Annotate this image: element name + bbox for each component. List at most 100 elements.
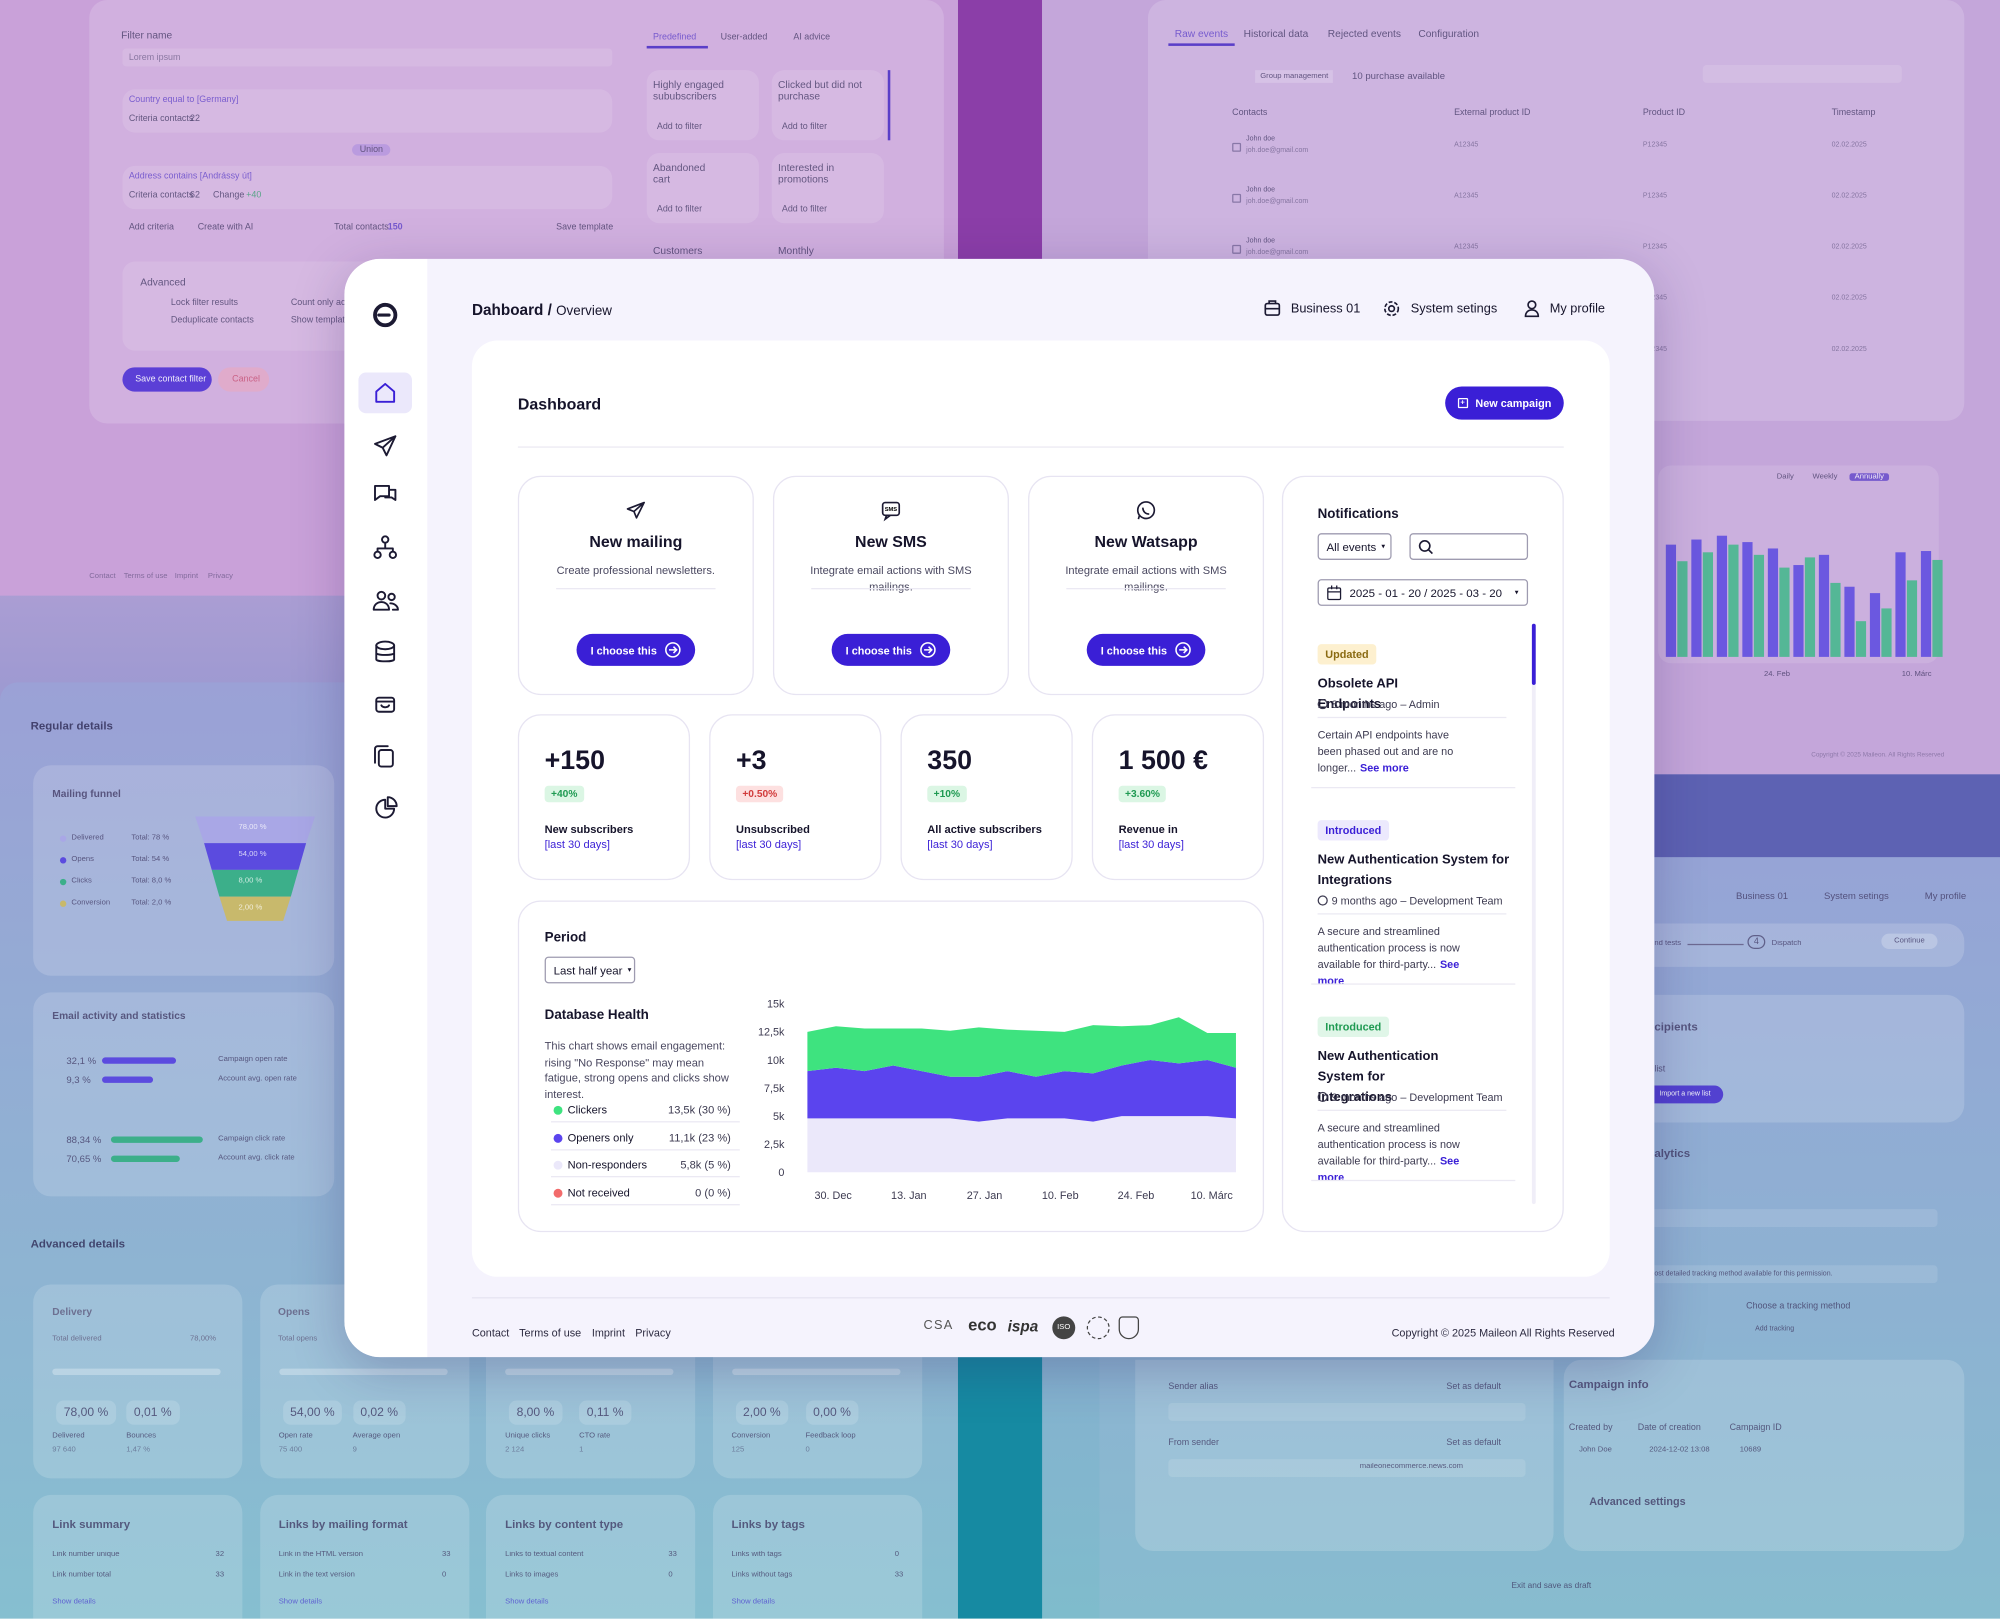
notification-text: Certain API endpoints have been phased o…: [1317, 728, 1454, 775]
bg-text: Rejected events: [1327, 28, 1401, 40]
search-input[interactable]: [1409, 533, 1529, 560]
notification-body: A secure and streamlined authentication …: [1318, 1120, 1481, 1186]
bg-text: 02.02.2025: [1831, 345, 1867, 354]
bg-text: Group management: [1255, 70, 1334, 83]
footer-link[interactable]: Terms of use: [519, 1326, 582, 1340]
bg-text: P12345: [1642, 141, 1668, 150]
bg-text: 62: [190, 191, 200, 201]
bg-text: list: [1654, 1065, 1666, 1074]
legend-name: Non-responders: [567, 1158, 648, 1171]
bg-text: 54,00 %: [238, 850, 267, 859]
new-campaign-button[interactable]: + New campaign: [1445, 386, 1564, 420]
bg-text: Choose a tracking method: [1746, 1302, 1851, 1312]
bg-bar: [1665, 544, 1677, 657]
legend-separator: [551, 1121, 740, 1123]
nav-business[interactable]: Business 01: [1290, 302, 1361, 317]
health-desc: This chart shows email engagement: risin…: [544, 1039, 729, 1101]
stat-value: +150: [544, 746, 605, 776]
bg-text: 33: [215, 1571, 225, 1580]
bg-text: Delivery: [52, 1306, 93, 1318]
bg-row-box: [1232, 193, 1242, 203]
cert-badge: [1118, 1316, 1140, 1340]
notification-title[interactable]: Obsolete API Endpoints: [1317, 677, 1398, 712]
notification-meta: 9 months ago – Development Team: [1331, 894, 1503, 907]
bg-text: Contact: [89, 572, 116, 581]
footer-link[interactable]: Privacy: [635, 1326, 671, 1340]
bg-text: My profile: [1924, 890, 1967, 902]
breadcrumb[interactable]: Dahboard / Overview: [472, 301, 612, 319]
bg-text: Show details: [52, 1598, 96, 1606]
bg-bar: [1793, 565, 1804, 657]
bg-text: 4: [1747, 934, 1766, 949]
bg-bar: [1702, 552, 1714, 657]
stat-change: +10%: [927, 785, 967, 803]
bg-text: cipients: [1654, 1020, 1698, 1034]
choose-button[interactable]: I choose this: [831, 633, 951, 666]
channel-title: New Watsapp: [1094, 533, 1198, 552]
bg-text: 2,00 %: [238, 904, 263, 912]
notification-title[interactable]: New Authentication System for Integratio…: [1317, 853, 1510, 888]
bg-text: 10689: [1739, 1446, 1762, 1455]
bg-text: John doe: [1246, 186, 1276, 194]
bg-text: Create with AI: [197, 223, 254, 233]
notifications-card: [1281, 475, 1564, 1233]
legend-value: 0 (0 %): [695, 1185, 731, 1199]
bg-text: P12345: [1642, 345, 1668, 354]
bg-text: 97 640: [52, 1446, 76, 1455]
bg-text: Mailing funnel: [52, 788, 121, 800]
bg-text: Add tracking: [1755, 1325, 1795, 1333]
bg-text: 8,00 %: [238, 877, 263, 886]
bg-text: 88,34 %: [66, 1133, 102, 1146]
bg-text: Total delivered: [52, 1335, 102, 1344]
choose-button[interactable]: I choose this: [576, 633, 696, 666]
bg-text: Feedback loop: [805, 1432, 856, 1441]
bg-text: Campaign ID: [1729, 1423, 1782, 1433]
bg-text: Links by content type: [505, 1517, 624, 1531]
bg-text: Advanced details: [30, 1237, 126, 1250]
legend-separator: [551, 1176, 740, 1178]
bg-text: Regular details: [30, 719, 113, 733]
scroll-thumb[interactable]: [1531, 623, 1536, 685]
bg-text: A12345: [1454, 192, 1479, 201]
choose-button[interactable]: I choose this: [1086, 633, 1206, 666]
bg-text: 2024-12-02 13:08: [1649, 1446, 1710, 1455]
notification-meta: 8 months ago – Admin: [1331, 697, 1440, 711]
channel-title: New mailing: [589, 533, 683, 552]
bg-text: 75 400: [278, 1446, 303, 1455]
bg-text: Links by mailing format: [278, 1517, 408, 1531]
bg-text: P12345: [1642, 192, 1668, 201]
nav-profile[interactable]: My profile: [1549, 302, 1606, 317]
bg-text: Total opens: [278, 1335, 318, 1344]
bg-text: Clicked but did not purchase: [778, 79, 863, 103]
legend-value: 11,1k (23 %): [668, 1130, 731, 1144]
bg-text: Opens: [71, 855, 94, 864]
period-select[interactable]: Last half year ▾: [544, 956, 636, 984]
channel-icon: [626, 501, 645, 519]
nav-settings[interactable]: System setings: [1410, 302, 1498, 317]
notifications-title: Notifications: [1317, 506, 1399, 522]
bg-text: Add to filter: [781, 205, 828, 215]
bg-bar-chart: [1665, 535, 1943, 657]
bg-text: Account avg. open rate: [218, 1075, 297, 1083]
bg-text: Cancel: [232, 374, 260, 384]
see-more[interactable]: See more: [1360, 761, 1409, 775]
event-filter[interactable]: All events ▾: [1317, 533, 1392, 560]
button-label: New campaign: [1475, 396, 1552, 410]
notification-title[interactable]: New Authentication System for Integratio…: [1317, 1049, 1439, 1105]
date-range[interactable]: 2025 - 01 - 20 / 2025 - 03 - 20 ▾: [1317, 579, 1529, 606]
bg-text: System setings: [1823, 890, 1889, 902]
bg-text: Address contains [Andrássy út]: [128, 172, 252, 182]
footer-link[interactable]: Contact: [471, 1326, 510, 1340]
cert-logo: ispa: [1007, 1317, 1039, 1336]
bg-text: Add to filter: [656, 122, 703, 132]
bg-text: Import a new list: [1654, 1085, 1724, 1104]
bg-bar: [102, 1076, 154, 1083]
legend-value: 13,5k (30 %): [668, 1103, 731, 1117]
bg-text: Delivered: [52, 1432, 85, 1441]
bg-text: Sender alias: [1168, 1382, 1219, 1392]
arrow-icon: [1175, 642, 1191, 658]
clock-icon: [1317, 895, 1328, 906]
footer-link[interactable]: Imprint: [591, 1326, 625, 1340]
breadcrumb-root[interactable]: Dahboard /: [471, 301, 552, 319]
channel-divider: [811, 588, 971, 590]
